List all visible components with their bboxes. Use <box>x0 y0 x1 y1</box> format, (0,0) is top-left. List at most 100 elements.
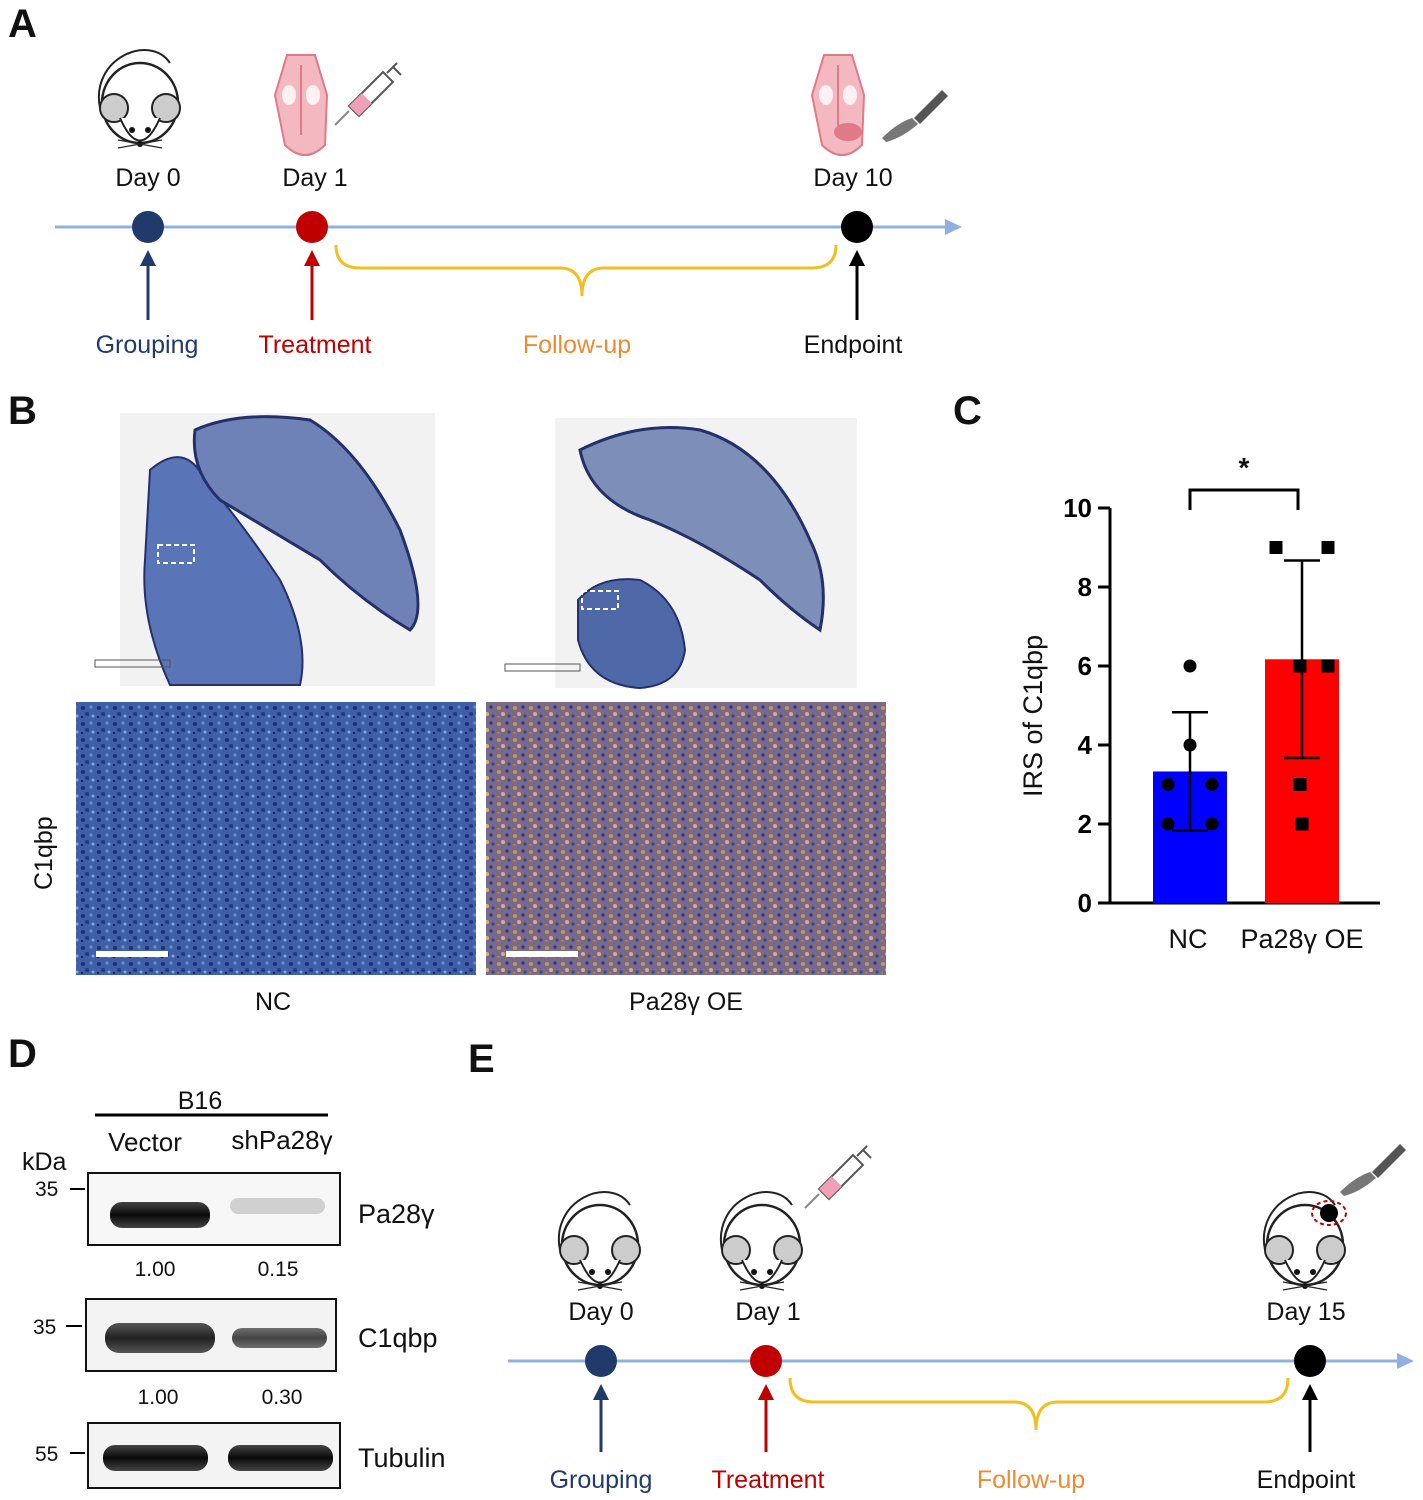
panel-label-e: E <box>468 1037 495 1081</box>
tubulin-band-sh <box>228 1445 333 1471</box>
irs-chart: 0 2 4 6 8 10 <box>1063 488 1380 918</box>
oe-micrograph <box>486 702 886 975</box>
blot-protein-tubulin: Tubulin <box>358 1443 446 1473</box>
significance-star: * <box>1238 452 1250 483</box>
y-tick-label: 6 <box>1078 651 1092 681</box>
panel-label-b: B <box>8 389 37 433</box>
timeline-a-day0-marker <box>132 211 164 243</box>
timeline-e-day15-marker <box>1294 1345 1326 1377</box>
panel-label-a: A <box>8 2 37 46</box>
syringe-icon <box>804 1145 872 1209</box>
timeline-a-day10: Day 10 <box>813 164 893 192</box>
c1qbp-band-vector <box>105 1323 215 1353</box>
timeline-e-grouping-arrow <box>593 1384 609 1452</box>
data-point <box>1293 659 1307 673</box>
nc-zoom-box <box>157 544 195 564</box>
tumor-icon <box>1320 1204 1338 1222</box>
blot-cell-line: B16 <box>177 1087 223 1115</box>
significance-bracket <box>1188 488 1300 510</box>
timeline-a-followup: Follow-up <box>522 331 632 359</box>
timeline-a-day10-marker <box>841 211 873 243</box>
pa28-band-vector <box>110 1202 210 1228</box>
ihc-group-nc: NC <box>254 988 292 1016</box>
timeline-e <box>508 1144 1414 1452</box>
ihc-group-oe: Pa28γ OE <box>629 988 743 1016</box>
tubulin-band-vector <box>103 1445 208 1471</box>
timeline-e-endpoint: Endpoint <box>1256 1466 1356 1494</box>
data-point <box>1161 817 1175 831</box>
chart-xtick-nc: NC <box>1168 924 1208 954</box>
timeline-e-arrowhead <box>1397 1353 1414 1369</box>
y-tick-label: 2 <box>1078 809 1092 839</box>
pa28-band-sh <box>230 1198 325 1214</box>
timeline-a-followup-brace <box>334 244 838 297</box>
timeline-e-followup-brace <box>788 1377 1290 1431</box>
tongue-tumor-icon <box>811 54 865 156</box>
tumor-outline <box>1311 1200 1347 1226</box>
y-tick-label: 4 <box>1078 730 1093 760</box>
data-point <box>1183 659 1197 673</box>
data-point <box>1321 659 1335 673</box>
timeline-e-treatment: Treatment <box>711 1466 825 1494</box>
panel-label-c: C <box>953 389 982 433</box>
blot-unit: kDa <box>22 1148 67 1176</box>
data-point <box>1205 817 1219 831</box>
panel-label-d: D <box>8 1032 37 1076</box>
blot-quant-c1qbp-vector: 1.00 <box>137 1386 179 1409</box>
data-point <box>1161 778 1175 791</box>
timeline-a-endpoint-arrow <box>849 250 865 320</box>
timeline-a-endpoint: Endpoint <box>803 331 903 359</box>
tumor-icon <box>834 123 862 141</box>
y-tick-label: 0 <box>1078 888 1092 918</box>
oe-overview-scalebar <box>504 663 581 672</box>
timeline-e-grouping: Grouping <box>549 1466 653 1494</box>
timeline-a-arrowhead <box>945 219 962 235</box>
blot-quant-pa28-sh: 0.15 <box>257 1258 299 1281</box>
timeline-e-day0: Day 0 <box>568 1298 634 1326</box>
ihc-row-label: C1qbp <box>30 816 58 890</box>
data-point <box>1321 541 1335 554</box>
blot-quant-c1qbp-sh: 0.30 <box>261 1386 303 1409</box>
timeline-e-day15: Day 15 <box>1266 1298 1346 1326</box>
ihc-panel <box>76 413 886 975</box>
data-point <box>1205 778 1219 791</box>
tongue-icon <box>274 54 328 156</box>
timeline-a <box>55 48 962 320</box>
chart-ylabel: IRS of C1qbp <box>1018 634 1048 797</box>
western-blot <box>66 1113 341 1489</box>
blot-lane-sh: shPa28γ <box>231 1125 333 1155</box>
scalpel-icon <box>882 90 948 142</box>
nc-scalebar <box>96 951 168 957</box>
timeline-e-day1: Day 1 <box>735 1298 801 1326</box>
syringe-icon <box>334 62 402 126</box>
blot-marker-tubulin: 55 <box>35 1443 59 1466</box>
mouse-icon <box>719 1190 804 1292</box>
data-point <box>1183 738 1197 752</box>
nc-overview-scalebar <box>94 659 171 668</box>
timeline-e-day0-marker <box>585 1345 617 1377</box>
timeline-e-endpoint-arrow <box>1302 1384 1318 1452</box>
blot-protein-c1qbp: C1qbp <box>358 1323 438 1353</box>
timeline-a-grouping: Grouping <box>95 331 199 359</box>
nc-micrograph <box>76 702 476 975</box>
y-tick-label: 10 <box>1063 493 1092 523</box>
y-tick-label: 8 <box>1078 572 1092 602</box>
data-point <box>1269 541 1283 554</box>
oe-zoom-box <box>581 590 619 610</box>
timeline-e-followup: Follow-up <box>976 1466 1086 1494</box>
blot-marker-pa28: 35 <box>35 1178 59 1201</box>
oe-scalebar <box>506 951 578 957</box>
timeline-a-treatment-arrow <box>304 250 320 320</box>
scalpel-icon <box>1340 1144 1406 1196</box>
blot-marker-c1qbp: 35 <box>33 1316 57 1339</box>
timeline-a-day0: Day 0 <box>115 164 181 192</box>
timeline-e-day1-marker <box>750 1345 782 1377</box>
timeline-a-treatment: Treatment <box>258 331 372 359</box>
timeline-a-grouping-arrow <box>140 250 156 320</box>
data-point <box>1295 817 1309 831</box>
mouse-icon <box>557 1190 642 1292</box>
blot-protein-pa28: Pa28γ <box>358 1199 435 1229</box>
data-point <box>1293 778 1307 791</box>
chart-xtick-oe: Pa28γ OE <box>1240 924 1364 954</box>
